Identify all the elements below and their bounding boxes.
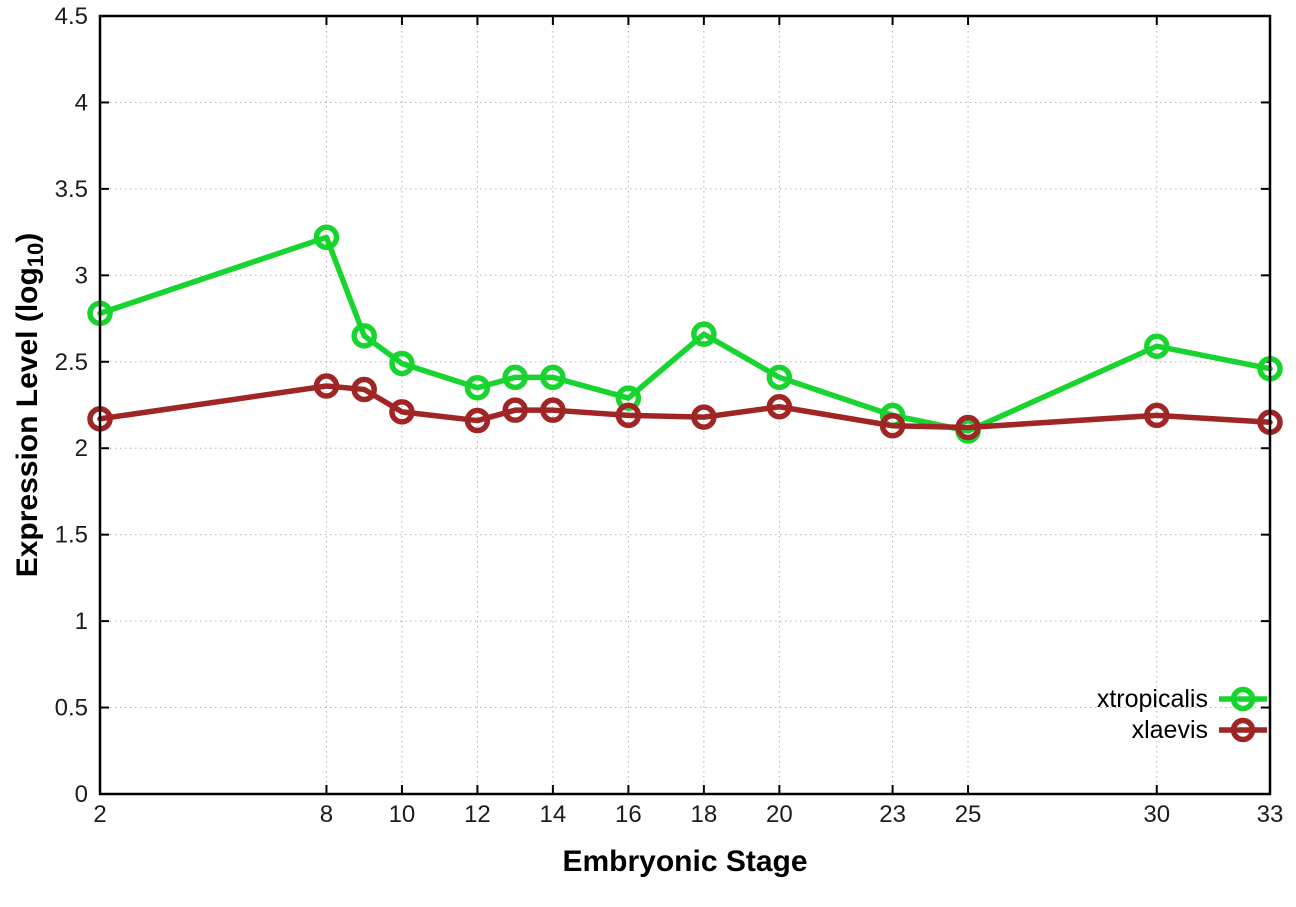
y-tick-label: 2 <box>75 435 88 462</box>
x-tick-label: 25 <box>955 801 982 828</box>
data-point-xtropicalis <box>540 364 566 391</box>
legend-entry-xlaevis: xlaevis <box>1132 716 1268 744</box>
data-point-xlaevis <box>313 373 340 399</box>
data-point-xtropicalis <box>502 364 528 391</box>
series-line-xlaevis <box>97 383 1273 431</box>
x-tick-label: 20 <box>766 801 793 828</box>
x-axis-title: Embryonic Stage <box>562 845 808 878</box>
x-tick-label: 23 <box>879 801 906 828</box>
y-tick-label: 1 <box>75 608 88 635</box>
data-point-xlaevis <box>766 393 793 420</box>
x-tick-label: 30 <box>1143 801 1170 828</box>
data-point-xlaevis <box>615 402 642 429</box>
legend-entry-xtropicalis: xtropicalis <box>1097 685 1268 713</box>
y-axis-title-suffix: ) <box>11 232 44 243</box>
x-tick-label: 8 <box>320 801 333 828</box>
data-point-xlaevis <box>691 404 717 430</box>
data-point-xtropicalis <box>464 374 491 401</box>
x-tick-label: 33 <box>1257 801 1284 828</box>
y-tick-label: 3 <box>75 262 88 289</box>
x-tick-label: 10 <box>389 801 416 828</box>
data-point-xlaevis <box>351 376 377 403</box>
data-point-xtropicalis <box>691 321 717 347</box>
x-tick-label: 16 <box>615 801 642 828</box>
data-point-xtropicalis <box>351 323 377 349</box>
y-axis-title-text: Expression Level (log <box>11 267 44 578</box>
y-axis-title: Expression Level (log10) <box>11 233 49 578</box>
series-line-xtropicalis <box>97 234 1273 434</box>
y-tick-label: 0.5 <box>55 695 88 722</box>
legend-sample-xlaevis-icon <box>1219 717 1267 743</box>
y-tick-label: 2.5 <box>55 349 88 376</box>
y-tick-label: 4 <box>75 89 88 116</box>
plot-border <box>98 14 1272 796</box>
data-point-xtropicalis <box>1144 333 1170 359</box>
y-axis-title-subscript: 10 <box>23 242 48 268</box>
x-tick-label: 12 <box>464 801 491 828</box>
data-point-xlaevis <box>389 399 415 425</box>
y-tick-label: 0 <box>75 781 88 808</box>
data-point-xlaevis <box>502 397 528 423</box>
data-point-xlaevis <box>464 407 491 434</box>
data-point-xtropicalis <box>389 350 415 377</box>
x-tick-label: 18 <box>691 801 718 828</box>
y-tick-label: 3.5 <box>55 176 88 203</box>
data-point-xlaevis <box>955 414 981 441</box>
data-point-xlaevis <box>540 397 566 423</box>
legend: xtropicalis xlaevis <box>1097 685 1268 744</box>
x-tick-label: 2 <box>93 801 106 828</box>
legend-label-xtropicalis: xtropicalis <box>1096 684 1208 713</box>
y-tick-label: 4.5 <box>55 3 88 30</box>
y-tick-label: 1.5 <box>55 522 88 549</box>
data-point-xlaevis <box>1144 402 1170 429</box>
legend-label-xlaevis: xlaevis <box>1131 715 1208 744</box>
data-point-xtropicalis <box>766 364 793 391</box>
data-point-xlaevis <box>879 412 906 439</box>
x-tick-label: 14 <box>540 801 567 828</box>
legend-sample-xtropicalis-icon <box>1219 686 1267 712</box>
data-point-xtropicalis <box>313 224 340 251</box>
